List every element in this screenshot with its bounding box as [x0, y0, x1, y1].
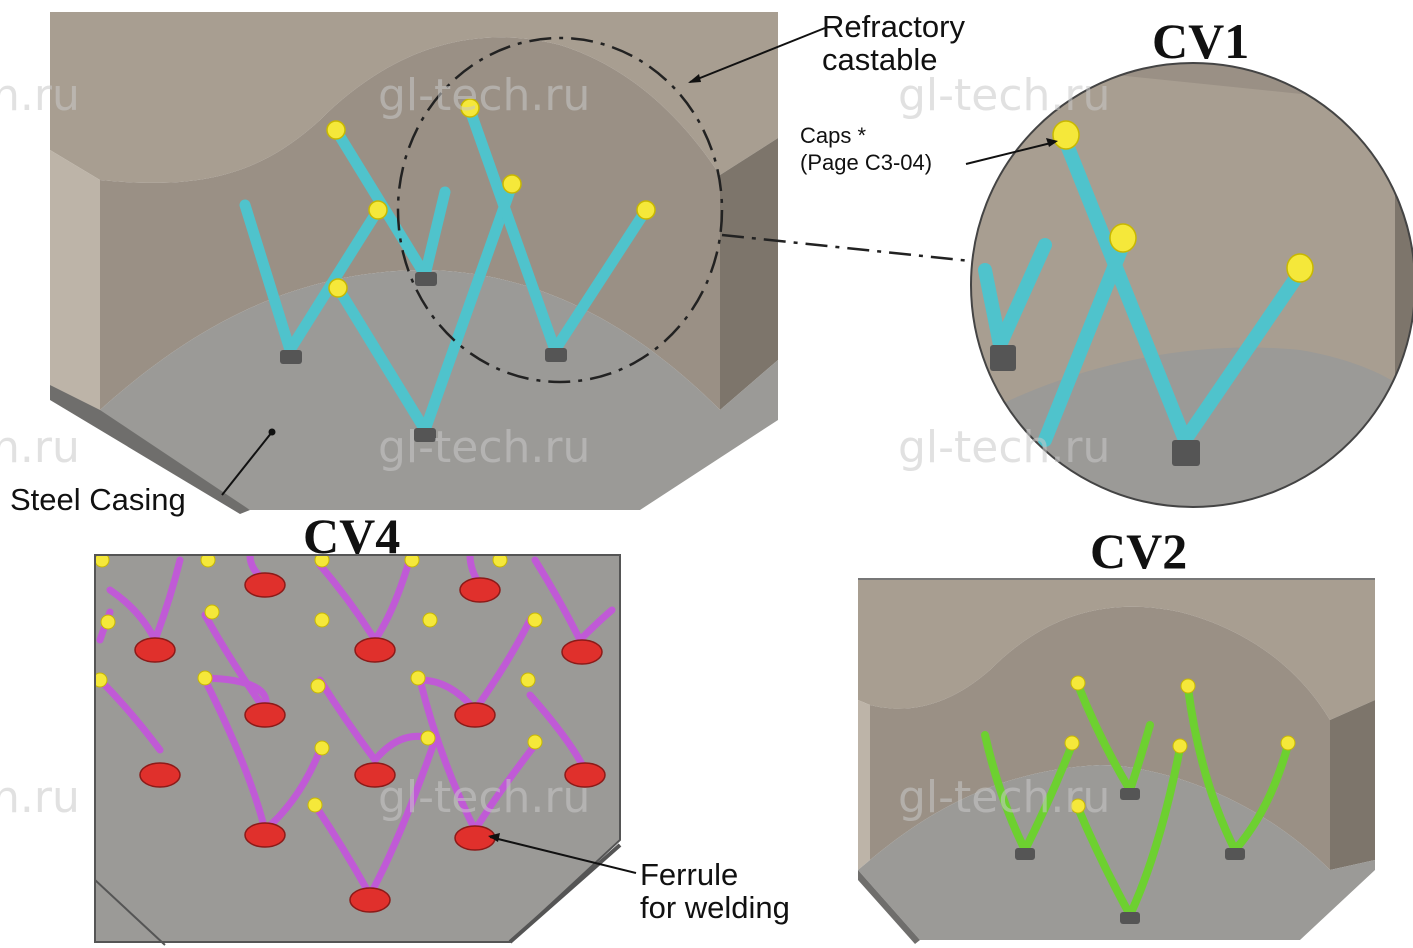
wavy-anchors-cv4: [96, 555, 616, 899]
refractory-inner-wall: [100, 37, 720, 411]
steel-casing-floor: [50, 270, 778, 510]
watermarks: gl-tech.ru gl-tech.ru gl-tech.ru gl-tech…: [0, 70, 1110, 823]
refractory-right-face: [720, 138, 778, 410]
steel-casing-label: Steel Casing: [10, 482, 186, 517]
refractory-block-top: [50, 12, 778, 183]
detail-circle-cv1: [396, 36, 724, 384]
cv1-title: CV1: [1152, 13, 1249, 69]
label-refractory-castable: Refractory castable: [688, 9, 965, 83]
ferrule-bases-main: [280, 272, 567, 442]
cv2-view: [858, 578, 1375, 944]
refractory-label-line1: Refractory: [822, 9, 965, 44]
svg-text:gl-tech.ru: gl-tech.ru: [378, 70, 590, 121]
label-caps: Caps * (Page C3-04): [800, 123, 1058, 175]
cv4-view: [94, 554, 622, 946]
detail-leader-line: [721, 233, 981, 264]
svg-text:gl-tech.ru: gl-tech.ru: [898, 422, 1110, 473]
svg-text:h.ru: h.ru: [0, 772, 80, 823]
svg-text:gl-tech.ru: gl-tech.ru: [898, 70, 1110, 121]
caps-label-line2: (Page C3-04): [800, 150, 932, 175]
svg-text:h.ru: h.ru: [0, 422, 80, 473]
label-steel-casing: Steel Casing: [10, 428, 276, 517]
ferrule-label-line1: Ferrule: [640, 857, 738, 892]
main-view: [50, 12, 778, 514]
caps-main: [326, 98, 656, 298]
ferrule-label-line2: for welding: [640, 890, 790, 925]
svg-text:gl-tech.ru: gl-tech.ru: [378, 422, 590, 473]
refractory-block-front-face: [50, 150, 100, 420]
cv4-title: CV4: [303, 508, 400, 564]
caps-label-line1: Caps *: [800, 123, 866, 148]
label-ferrule: Ferrule for welding: [488, 833, 790, 925]
caps-cv4: [95, 555, 543, 813]
ferrules-cv4: [134, 572, 606, 913]
cv1-border: [970, 62, 1413, 508]
svg-text:h.ru: h.ru: [0, 70, 80, 121]
cv2-title: CV2: [1090, 523, 1187, 579]
svg-text:gl-tech.ru: gl-tech.ru: [898, 772, 1110, 823]
svg-text:gl-tech.ru: gl-tech.ru: [378, 772, 590, 823]
wavy-anchors-cv2: [981, 681, 1292, 919]
refractory-label-line2: castable: [822, 42, 937, 77]
